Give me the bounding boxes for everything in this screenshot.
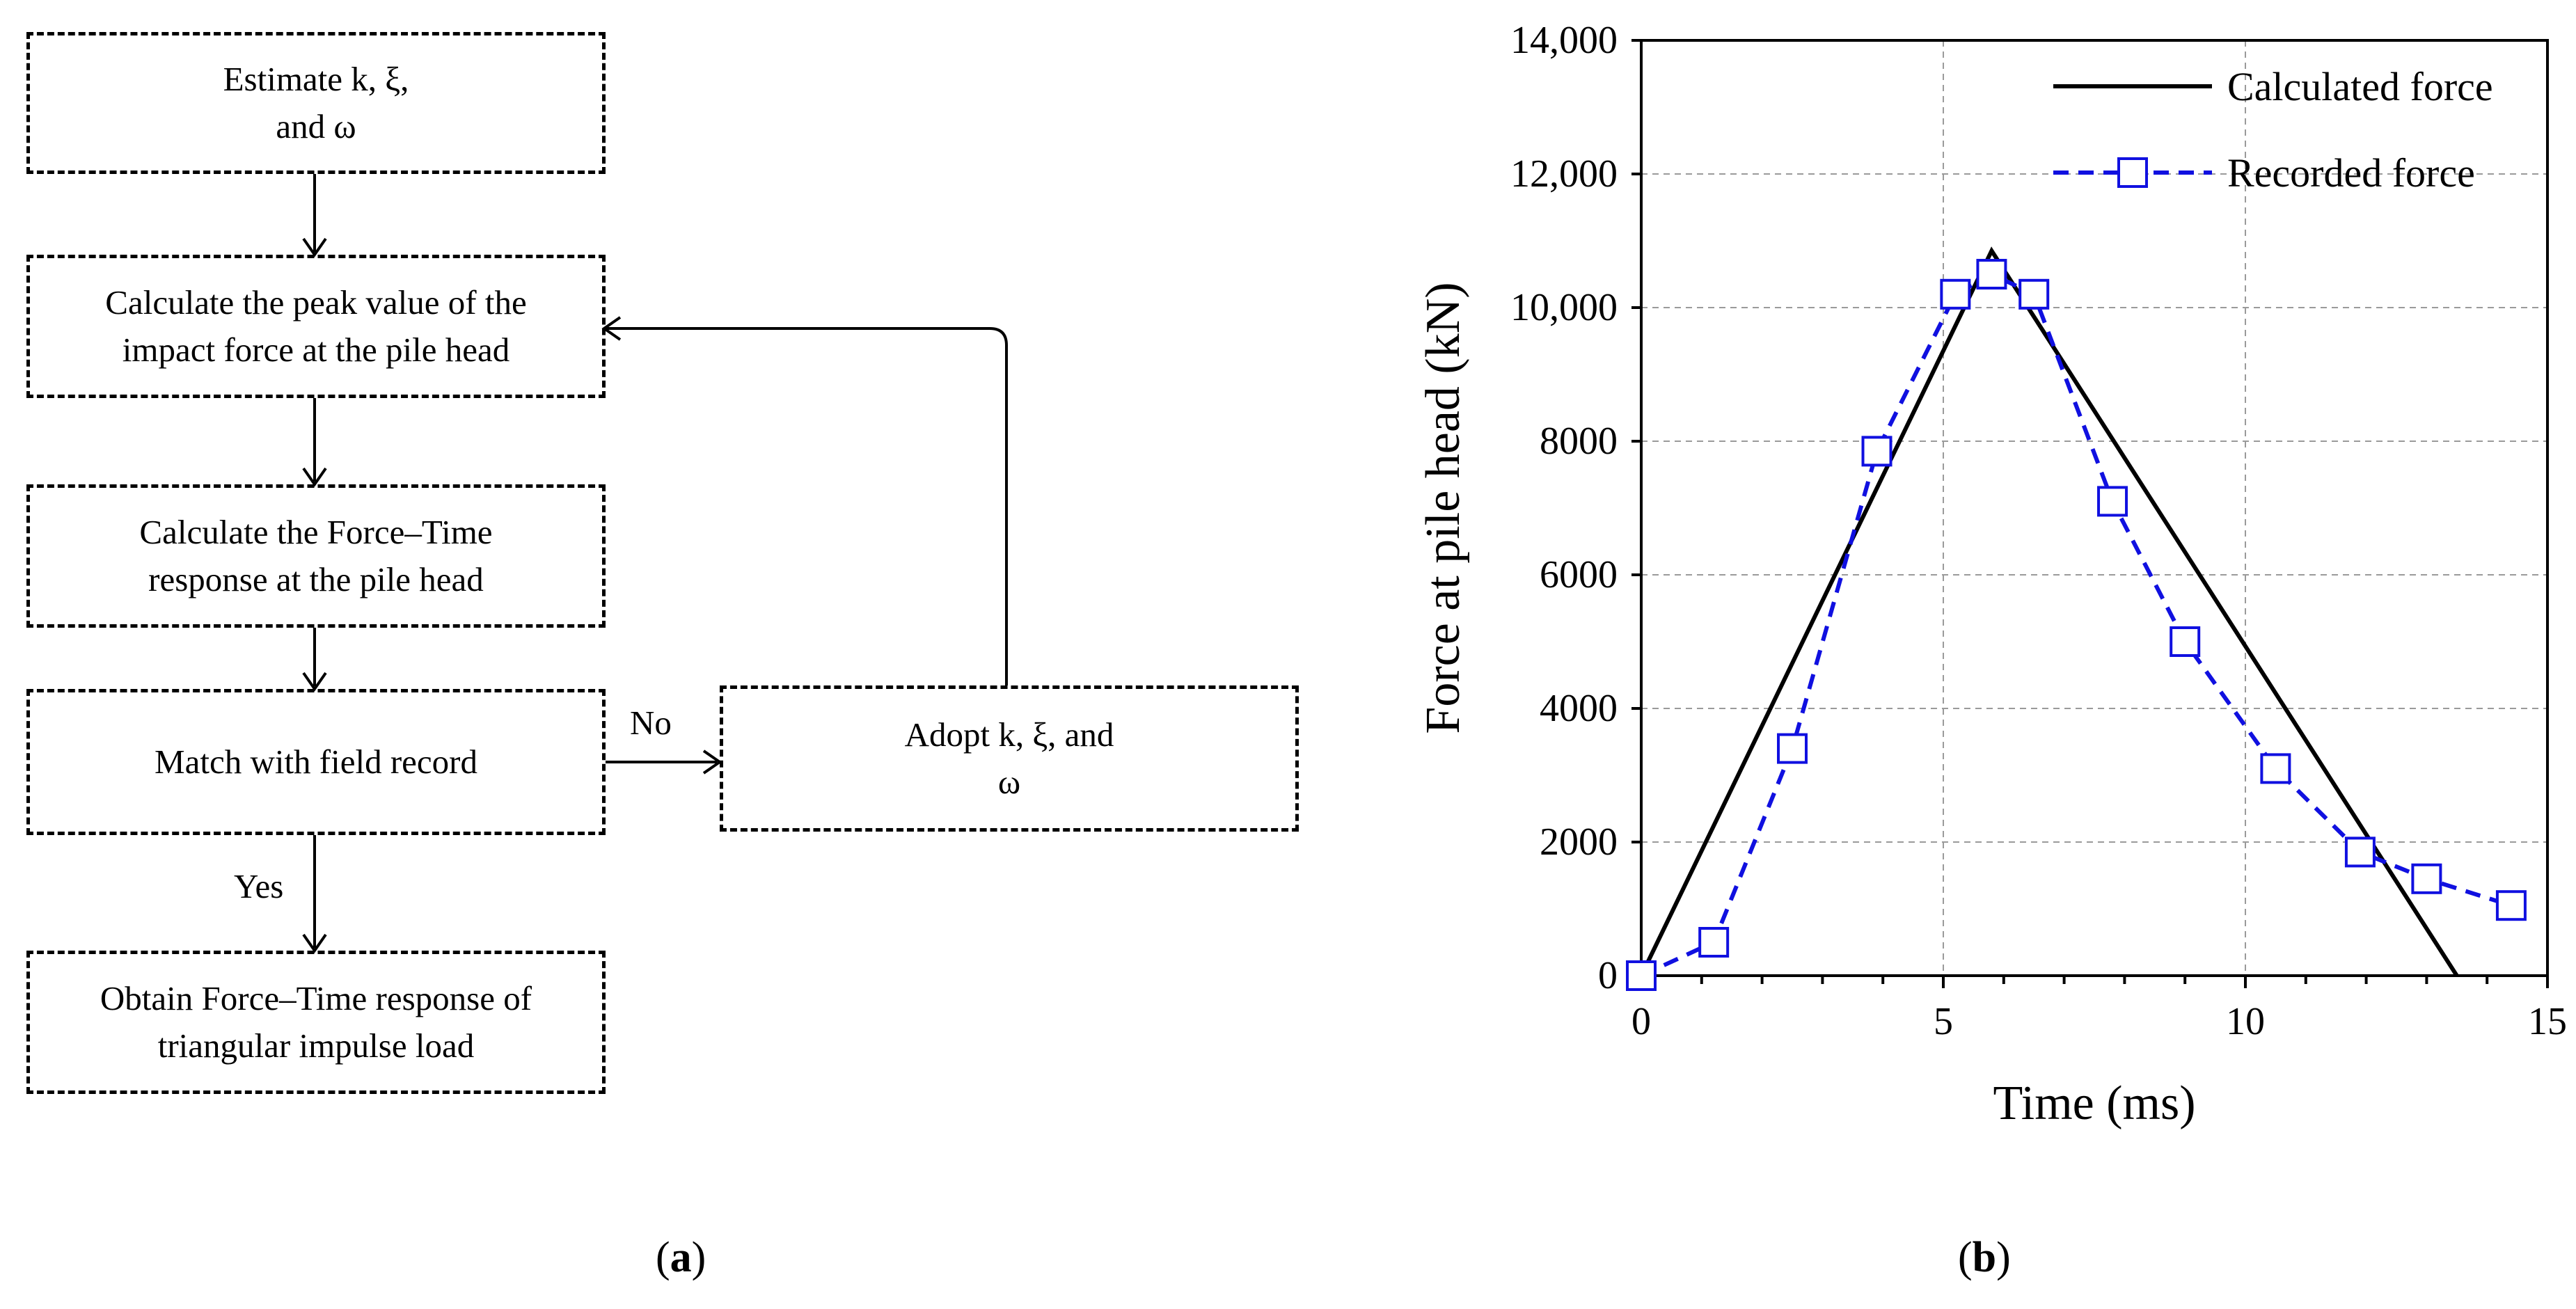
panel-label-a: (a) xyxy=(656,1234,706,1281)
data-point-marker xyxy=(1626,960,1657,991)
feedback-arrow-adopt-to-peak xyxy=(606,327,1008,685)
y-tick-label: 0 xyxy=(1598,954,1618,997)
x-axis-title: Time (ms) xyxy=(1993,1077,2195,1130)
y-tick-label: 2000 xyxy=(1540,820,1618,864)
panel-label-b: (b) xyxy=(1958,1234,2011,1281)
legend-label-2: Recorded force xyxy=(2227,150,2475,196)
edge-label-no: No xyxy=(630,704,672,742)
y-tick-label: 8000 xyxy=(1540,420,1618,463)
chart-ticks: 0 2000 4000 6000 8000 10,000 12,000 14,000 0 5 10 1… xyxy=(1510,19,2567,1043)
flow-box-obtain-response: Obtain Force–Time response of triangular… xyxy=(26,951,606,1094)
data-point-marker xyxy=(1940,278,1971,310)
legend-marker-2 xyxy=(2117,157,2148,188)
flow-box-adopt-parameters: Adopt k, ξ, and ω xyxy=(720,685,1299,832)
chart-series xyxy=(1626,246,2527,991)
x-tick-label: 10 xyxy=(2226,1000,2265,1043)
data-point-marker xyxy=(1777,733,1808,764)
data-point-marker xyxy=(2495,890,2527,921)
flow-box-match-field-record: Match with field record xyxy=(26,689,606,835)
flow-box-estimate: Estimate k, ξ, and ω xyxy=(26,32,606,174)
chart-grid xyxy=(1641,40,2547,976)
edge-label-yes: Yes xyxy=(234,867,284,905)
data-point-marker xyxy=(2411,863,2442,894)
y-tick-label: 12,000 xyxy=(1510,152,1618,196)
data-point-marker xyxy=(2260,753,2291,784)
y-tick-label: 4000 xyxy=(1540,687,1618,730)
flowchart-connectors xyxy=(302,174,1008,953)
data-point-marker xyxy=(1698,927,1730,958)
data-point-marker xyxy=(2018,278,2050,310)
force-time-chart: 0 2000 4000 6000 8000 10,000 12,000 14,000 0 5 10 1… xyxy=(1416,19,2567,1130)
flow-box-calculate-response: Calculate the Force–Time response at the… xyxy=(26,484,606,628)
flow-box-calculate-peak: Calculate the peak value of the impact f… xyxy=(26,255,606,398)
y-tick-label: 14,000 xyxy=(1510,19,1618,62)
legend-label-1: Calculated force xyxy=(2227,64,2493,109)
data-point-marker xyxy=(2170,626,2201,657)
data-point-marker xyxy=(1976,259,2007,289)
y-tick-label: 10,000 xyxy=(1510,286,1618,329)
y-axis-title: Force at pile head (kN) xyxy=(1416,282,1470,733)
y-tick-label: 6000 xyxy=(1540,553,1618,596)
data-point-marker xyxy=(2344,836,2376,868)
chart-legend: Calculated force Recorded force xyxy=(2053,64,2493,196)
data-point-marker xyxy=(1861,436,1893,467)
data-point-marker xyxy=(2097,486,2128,517)
x-tick-label: 0 xyxy=(1631,1000,1651,1043)
x-tick-label: 15 xyxy=(2528,1000,2567,1043)
plot-area-frame xyxy=(1640,39,2549,977)
x-tick-label: 5 xyxy=(1934,1000,1953,1043)
series-line-1 xyxy=(1639,246,2459,977)
